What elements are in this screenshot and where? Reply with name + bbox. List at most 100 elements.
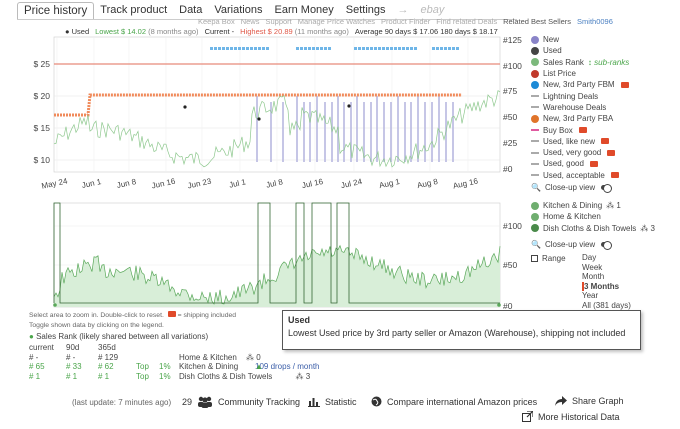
sub-ranks-link[interactable]: ↕ sub-ranks <box>587 57 630 67</box>
rank-area <box>54 245 500 307</box>
fbm-point <box>390 47 393 50</box>
link-product-finder[interactable]: Product Finder <box>381 17 431 26</box>
legend-item[interactable]: Dish Cloths & Dish Towels ⁂ 3 <box>531 223 655 234</box>
rank-tick-label: #75 <box>503 86 517 96</box>
rank-cell: # 129 <box>98 352 119 362</box>
deal-bar <box>424 102 426 162</box>
lowest-price: Lowest $ 14.02 (8 months ago) <box>95 27 199 36</box>
more-historical-data-link[interactable]: More Historical Data <box>522 411 620 422</box>
legend-item[interactable]: Home & Kitchen <box>531 211 655 222</box>
fbm-point <box>366 47 369 50</box>
tab-variations[interactable]: Variations <box>214 4 263 16</box>
x-tick-label: Jun 23 <box>187 177 213 191</box>
legend-item[interactable]: Buy Box <box>531 124 629 135</box>
deal-bar <box>410 102 412 162</box>
legend-item[interactable]: Used, very good <box>531 147 629 158</box>
link-keepa-box[interactable]: Keepa Box <box>198 17 235 26</box>
legend-item[interactable]: Used <box>531 45 629 56</box>
legend-label: New, 3rd Party FBM <box>543 80 615 90</box>
tab-ebay[interactable]: ebay <box>420 4 445 16</box>
toggle-icon[interactable] <box>601 241 613 251</box>
legend-item[interactable]: New, 3rd Party FBA <box>531 113 629 124</box>
used-price-point <box>347 104 351 108</box>
fbm-point <box>300 47 303 50</box>
closeup-toggle-sub[interactable]: 🔍 Close-up view <box>531 239 613 251</box>
last-update: (last update: 7 minutes ago) <box>72 398 172 407</box>
legend-item[interactable]: Warehouse Deals <box>531 102 629 113</box>
tab-bar: Price history Track product Data Variati… <box>17 2 450 20</box>
legend-label: Dish Cloths & Dish Towels <box>543 223 637 233</box>
closeup-toggle-main[interactable]: 🔍 Close-up view <box>531 182 613 194</box>
legend-item[interactable]: Used, good <box>531 158 629 169</box>
tab-earn-money[interactable]: Earn Money <box>274 4 334 16</box>
fbm-point <box>222 47 225 50</box>
share-graph-link[interactable]: Share Graph <box>555 396 624 406</box>
more-data-label: More Historical Data <box>538 411 620 422</box>
rank-header: current 90d 365d <box>29 343 429 353</box>
legend-item[interactable]: Kitchen & Dining ⁂ 1 <box>531 200 655 211</box>
fba-price-line <box>54 93 462 117</box>
fbm-point <box>406 47 409 50</box>
rank-header-cell: 90d <box>66 343 80 352</box>
range-option[interactable]: Week <box>582 262 603 272</box>
legend-item[interactable]: Used, acceptable <box>531 170 629 181</box>
fbm-point <box>362 47 365 50</box>
truck-icon <box>610 172 619 179</box>
fbm-point <box>402 47 405 50</box>
tab-data[interactable]: Data <box>179 4 203 16</box>
community-tracking-link[interactable]: 29 Community Tracking <box>182 396 300 408</box>
range-option[interactable]: Year <box>582 291 599 300</box>
legend-item[interactable]: New, 3rd Party FBM <box>531 79 629 90</box>
toggle-icon[interactable] <box>601 184 613 194</box>
deal-bar <box>363 102 365 162</box>
x-tick-label: Jul 8 <box>265 177 284 189</box>
range-option[interactable]: 3 Months <box>582 281 631 291</box>
legend-item[interactable]: Sales Rank ↕ sub-ranks <box>531 57 629 68</box>
compare-prices-link[interactable]: Compare international Amazon prices <box>371 396 537 407</box>
link-related-best-sellers[interactable]: Related Best Sellers <box>503 17 572 26</box>
statistic-link[interactable]: Statistic <box>308 396 357 407</box>
link-manage-price-watches[interactable]: Manage Price Watches <box>297 17 376 26</box>
legend-item[interactable]: Used, like new <box>531 136 629 147</box>
legend-item[interactable]: List Price <box>531 68 629 79</box>
range-option[interactable]: Month <box>582 272 605 281</box>
link-support[interactable]: Support <box>265 17 292 26</box>
link-find-related-deals[interactable]: Find related Deals <box>436 17 498 26</box>
legend-label: Used <box>543 46 562 56</box>
rank-tick-label: #50 <box>503 260 517 270</box>
price-history-chart[interactable]: $ 25 $ 20 $ 15 $ 10 #125 #100 #75 #50 #25 #0 May… <box>0 34 530 194</box>
range-option[interactable]: All (381 days) <box>582 300 631 310</box>
link-user[interactable]: Smith0096 <box>577 17 613 26</box>
legend-swatch <box>531 114 539 123</box>
legend-label: New, 3rd Party FBA <box>543 114 614 124</box>
rank-header-cell: current <box>29 343 54 352</box>
legend-label: Buy Box <box>543 125 573 135</box>
rank-category[interactable]: Kitchen & Dining <box>179 362 239 371</box>
legend-label: Used, acceptable <box>543 170 605 180</box>
rank-category[interactable]: Home & Kitchen <box>179 352 237 362</box>
fbm-point <box>382 47 385 50</box>
tracking-count: 29 <box>182 397 193 407</box>
price-stats: ● Used Lowest $ 14.02 (8 months ago) Cur… <box>65 27 498 36</box>
legend-item[interactable]: New <box>531 34 629 45</box>
range-option[interactable]: Day <box>582 253 597 262</box>
deal-bar <box>431 102 433 162</box>
footer-bar: (last update: 7 minutes ago) 29 Communit… <box>0 392 680 429</box>
legend-item[interactable]: Lightning Deals <box>531 90 629 101</box>
sub-y-axis-right: #100 #50 #0 <box>503 221 522 311</box>
range-label: Range <box>531 253 566 264</box>
legend-label: Used, very good <box>543 148 602 158</box>
fbm-point <box>324 47 327 50</box>
current-price: Current - <box>204 27 235 36</box>
subcategory-count: ⁂ 3 <box>640 223 655 233</box>
sales-rank-chart[interactable]: #100 #50 #0 <box>0 198 530 313</box>
tab-price-history[interactable]: Price history <box>17 2 95 20</box>
legend-swatch <box>531 224 539 233</box>
deal-bar <box>452 102 454 162</box>
rank-category[interactable]: Dish Cloths & Dish Towels <box>179 371 273 381</box>
rank-cell: 1% <box>159 371 171 381</box>
tab-settings[interactable]: Settings <box>345 4 386 16</box>
tab-track-product[interactable]: Track product <box>100 4 168 16</box>
link-news[interactable]: News <box>240 17 260 26</box>
fbm-point <box>378 47 381 50</box>
